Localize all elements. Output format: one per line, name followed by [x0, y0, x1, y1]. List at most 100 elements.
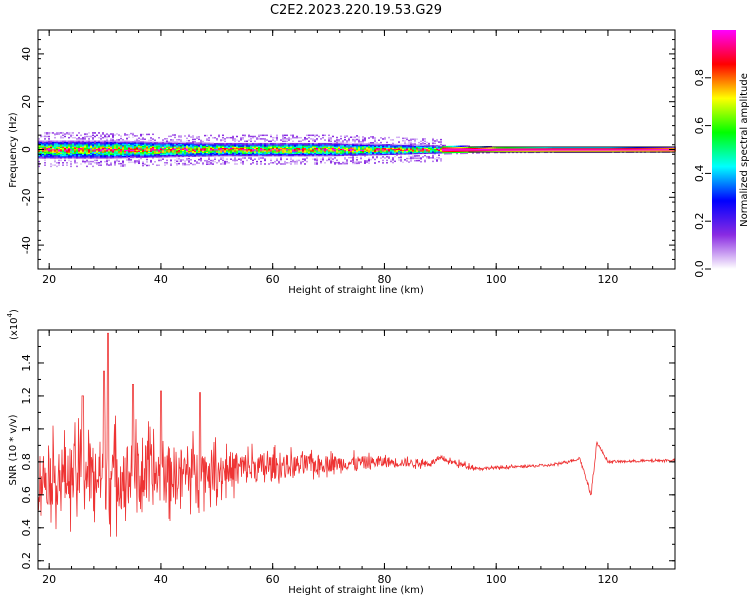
heatmap-cell — [224, 145, 226, 147]
heatmap-cell — [124, 156, 126, 159]
heatmap-cell — [100, 151, 102, 153]
heatmap-cell — [248, 146, 250, 149]
heatmap-cell — [262, 138, 264, 140]
heatmap-cell — [128, 153, 130, 155]
heatmap-cell — [102, 156, 104, 158]
heatmap-cell — [120, 135, 122, 137]
heatmap-cell — [224, 163, 226, 165]
heatmap-cell — [386, 144, 388, 146]
heatmap-cell — [146, 149, 148, 151]
heatmap-cell — [142, 154, 144, 156]
heatmap-cell — [636, 147, 638, 150]
heatmap-cell — [248, 150, 250, 152]
heatmap-cell — [118, 160, 120, 163]
heatmap-cell — [390, 146, 392, 148]
heatmap-cell — [46, 152, 48, 154]
heatmap-cell — [244, 144, 246, 146]
heatmap-cell — [302, 147, 304, 150]
heatmap-cell — [472, 150, 474, 152]
heatmap-cell — [502, 149, 504, 151]
heatmap-cell — [280, 144, 282, 146]
heatmap-x-axis: 20 40 60 80 100 120 — [42, 30, 676, 286]
heatmap-cell — [372, 151, 374, 154]
heatmap-cell — [346, 162, 348, 165]
heatmap-cell — [58, 162, 60, 164]
heatmap-cell — [222, 157, 224, 159]
heatmap-cell — [182, 148, 184, 150]
heatmap-cell — [586, 150, 588, 152]
heatmap-cell — [470, 147, 472, 150]
heatmap-cell — [414, 151, 416, 154]
heatmap-cell — [418, 155, 420, 157]
heatmap-cell — [200, 148, 202, 150]
heatmap-cell — [62, 152, 64, 154]
heatmap-cell — [60, 147, 62, 150]
heatmap-cell — [176, 142, 178, 145]
heatmap-cell — [336, 161, 338, 164]
heatmap-cell — [376, 144, 378, 146]
heatmap-cell — [650, 146, 652, 149]
heatmap-cell — [478, 152, 480, 154]
heatmap-cell — [150, 156, 152, 158]
heatmap-cell — [338, 139, 340, 141]
heatmap-cell — [142, 138, 144, 141]
heatmap-cell — [132, 153, 134, 155]
heatmap-cell — [290, 146, 292, 149]
heatmap-cell — [40, 152, 42, 154]
heatmap-cell — [270, 147, 272, 150]
heatmap-cell — [598, 146, 600, 149]
snr-y-axis: 0.20.40.60.811.21.4 — [20, 345, 675, 570]
heatmap-cell — [284, 138, 286, 140]
heatmap-cell — [282, 140, 284, 143]
heatmap-cell — [372, 145, 374, 148]
heatmap-cell — [444, 147, 446, 149]
heatmap-cell — [628, 150, 630, 152]
heatmap-cell — [178, 148, 180, 151]
heatmap-cell — [324, 134, 326, 137]
heatmap-cell — [46, 142, 48, 145]
heatmap-cell — [78, 148, 80, 151]
heatmap-cell — [160, 145, 162, 147]
heatmap-cell — [380, 157, 382, 159]
heatmap-cell — [354, 139, 356, 142]
heatmap-cell — [374, 152, 376, 155]
heatmap-cell — [118, 142, 120, 145]
heatmap-cell — [94, 162, 96, 164]
heatmap-cell — [204, 159, 206, 162]
heatmap-cell — [78, 153, 80, 156]
heatmap-cell — [490, 150, 492, 153]
heatmap-cell — [346, 154, 348, 156]
heatmap-cell — [570, 150, 572, 152]
heatmap-cell — [340, 135, 342, 138]
heatmap-cell — [432, 149, 434, 152]
heatmap-cell — [564, 146, 566, 149]
heatmap-cell — [120, 149, 122, 152]
heatmap-cell — [192, 163, 194, 166]
heatmap-cell — [438, 147, 440, 149]
heatmap-cell — [130, 156, 132, 159]
heatmap-cell — [44, 142, 46, 145]
heatmap-cell — [228, 162, 230, 164]
heatmap-cell — [488, 147, 490, 149]
heatmap-cell — [282, 154, 284, 157]
heatmap-cell — [402, 150, 404, 153]
heatmap-cell — [258, 142, 260, 145]
heatmap-cell — [406, 145, 408, 148]
heatmap-cell — [286, 154, 288, 157]
heatmap-cell — [146, 140, 148, 143]
heatmap-cell — [402, 149, 404, 152]
heatmap-cell — [312, 144, 314, 146]
heatmap-cell — [106, 156, 108, 158]
heatmap-cell — [172, 139, 174, 141]
heatmap-cell — [498, 148, 500, 150]
heatmap-cell — [226, 153, 228, 156]
heatmap-cell — [198, 145, 200, 148]
heatmap-cell — [76, 150, 78, 152]
heatmap-cell — [364, 138, 366, 141]
heatmap-cell — [374, 162, 376, 164]
heatmap-cell — [408, 151, 410, 154]
heatmap-cell — [106, 150, 108, 152]
heatmap-cell — [60, 157, 62, 159]
heatmap-cell — [404, 148, 406, 150]
heatmap-cell — [260, 134, 262, 137]
